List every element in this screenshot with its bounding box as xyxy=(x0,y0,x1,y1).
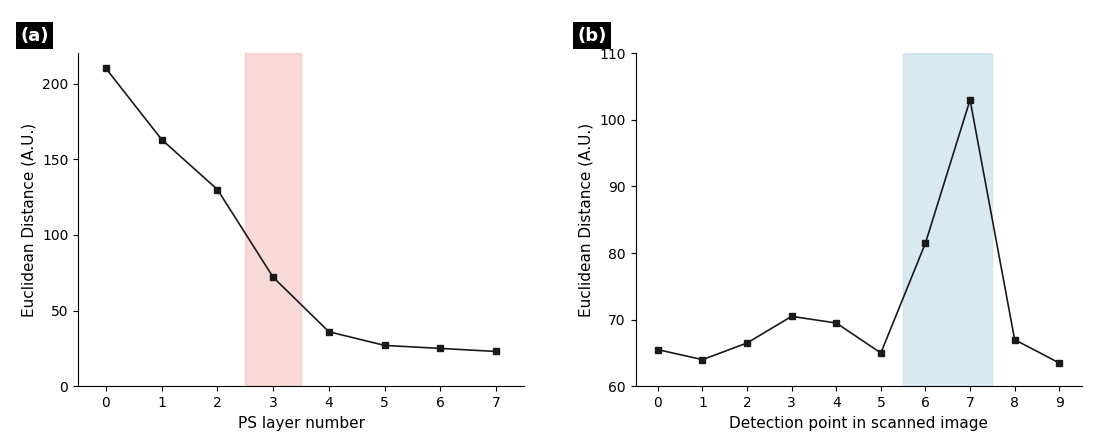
Y-axis label: Euclidean Distance (A.U.): Euclidean Distance (A.U.) xyxy=(21,123,37,317)
Text: (a): (a) xyxy=(20,27,49,45)
Bar xyxy=(245,53,301,386)
X-axis label: PS layer number: PS layer number xyxy=(237,416,365,431)
X-axis label: Detection point in scanned image: Detection point in scanned image xyxy=(729,416,988,431)
Text: (b): (b) xyxy=(578,27,607,45)
Bar xyxy=(903,53,992,386)
Y-axis label: Euclidean Distance (A.U.): Euclidean Distance (A.U.) xyxy=(579,123,594,317)
